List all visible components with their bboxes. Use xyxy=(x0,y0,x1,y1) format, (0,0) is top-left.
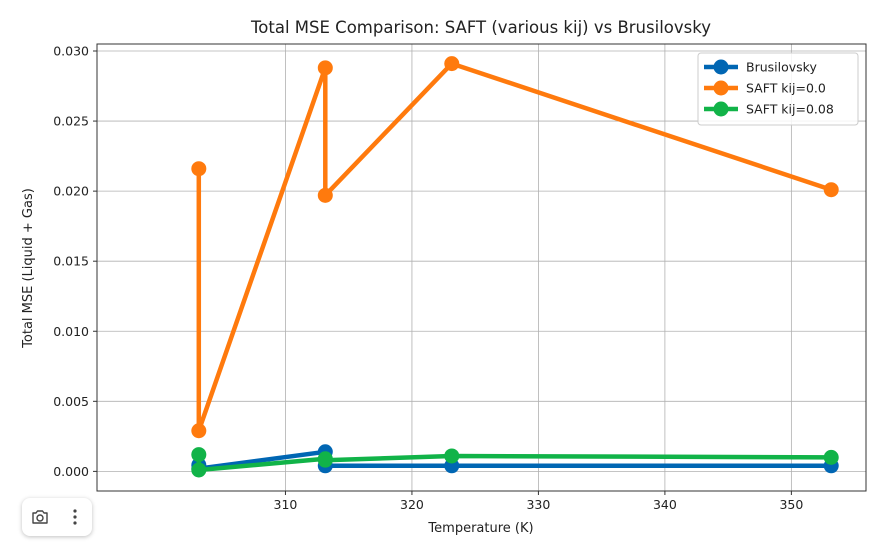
legend-marker-saft-kij-0-0 xyxy=(713,80,729,96)
data-point-saft-kij-0-08 xyxy=(191,462,207,478)
data-point-saft-kij-0-08 xyxy=(191,447,207,463)
x-tick-label: 330 xyxy=(526,497,550,512)
data-point-saft-kij-0-0 xyxy=(823,182,839,198)
legend-label-saft-kij-0-08: SAFT kij=0.08 xyxy=(746,102,834,117)
legend: Brusilovsky SAFT kij=0.0 SAFT kij=0.08 xyxy=(697,52,859,126)
y-tick-label: 0.005 xyxy=(53,394,89,409)
y-tick-label: 0.030 xyxy=(53,44,89,59)
y-tick-label: 0.015 xyxy=(53,254,89,269)
legend-label-saft-kij-0-0: SAFT kij=0.0 xyxy=(746,81,826,96)
chart-toolbar xyxy=(22,498,92,536)
legend-label-brusilovsky: Brusilovsky xyxy=(746,60,817,75)
legend-marker-brusilovsky xyxy=(713,59,729,75)
series-group xyxy=(191,56,839,478)
x-axis: 310 320 330 340 350 xyxy=(274,491,803,512)
data-point-saft-kij-0-0 xyxy=(191,423,207,439)
y-tick-label: 0.000 xyxy=(53,464,89,479)
camera-icon xyxy=(31,510,48,524)
x-tick-label: 340 xyxy=(653,497,677,512)
chart-title: Total MSE Comparison: SAFT (various kij)… xyxy=(250,18,711,37)
grid-lines xyxy=(97,44,866,491)
x-tick-label: 350 xyxy=(779,497,803,512)
data-point-saft-kij-0-08 xyxy=(317,452,333,468)
data-point-saft-kij-0-0 xyxy=(317,187,333,203)
data-point-saft-kij-0-08 xyxy=(823,449,839,465)
legend-marker-saft-kij-0-08 xyxy=(713,101,729,117)
y-axis-label: Total MSE (Liquid + Gas) xyxy=(21,188,36,349)
camera-button[interactable] xyxy=(26,503,54,531)
y-tick-label: 0.020 xyxy=(53,184,89,199)
y-axis: 0.000 0.005 0.010 0.015 0.020 0.025 0.030 xyxy=(53,44,97,479)
data-point-saft-kij-0-0 xyxy=(444,56,460,72)
data-point-saft-kij-0-0 xyxy=(191,161,207,177)
y-tick-label: 0.025 xyxy=(53,114,89,129)
x-tick-label: 320 xyxy=(400,497,424,512)
x-tick-label: 310 xyxy=(274,497,298,512)
series-line-saft-kij-0-0 xyxy=(196,61,834,433)
more-vertical-icon xyxy=(72,509,77,525)
data-point-saft-kij-0-08 xyxy=(444,448,460,464)
plot-frame xyxy=(96,43,867,492)
x-axis-label: Temperature (K) xyxy=(427,521,533,536)
y-tick-label: 0.010 xyxy=(53,324,89,339)
data-point-saft-kij-0-0 xyxy=(317,60,333,76)
more-options-button[interactable] xyxy=(61,503,89,531)
